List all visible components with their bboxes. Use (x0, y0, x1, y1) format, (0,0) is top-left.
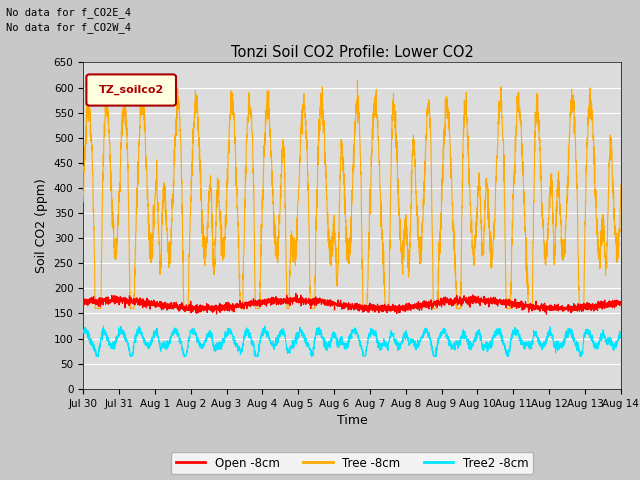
X-axis label: Time: Time (337, 414, 367, 427)
Text: No data for f_CO2W_4: No data for f_CO2W_4 (6, 22, 131, 33)
Text: No data for f_CO2E_4: No data for f_CO2E_4 (6, 7, 131, 18)
Legend: Open -8cm, Tree -8cm, Tree2 -8cm: Open -8cm, Tree -8cm, Tree2 -8cm (171, 452, 533, 474)
Text: TZ_soilco2: TZ_soilco2 (99, 85, 164, 95)
Y-axis label: Soil CO2 (ppm): Soil CO2 (ppm) (35, 178, 48, 273)
Title: Tonzi Soil CO2 Profile: Lower CO2: Tonzi Soil CO2 Profile: Lower CO2 (230, 45, 474, 60)
